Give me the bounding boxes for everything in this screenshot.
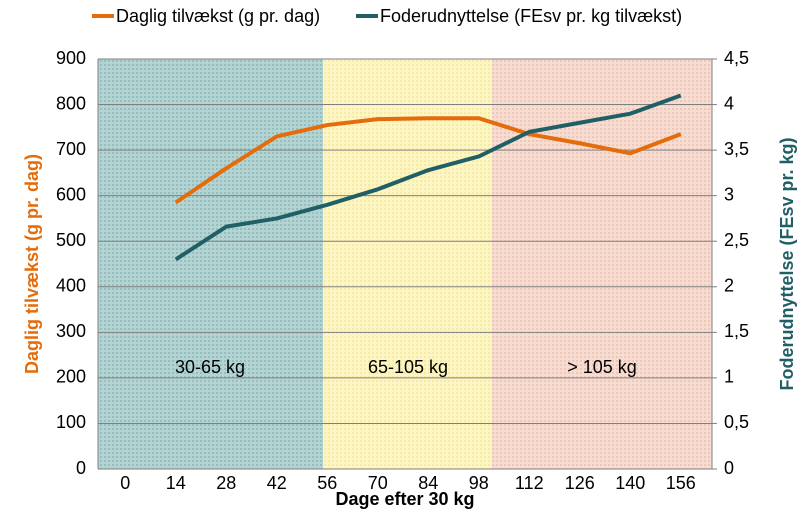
y-tick-label: 800 [56, 93, 86, 113]
y-tick-label: 400 [56, 276, 86, 296]
x-tick-label: 156 [666, 473, 696, 493]
y2-tick-label: 0 [724, 458, 734, 478]
y2-tick-label: 1,5 [724, 321, 749, 341]
x-tick-label: 70 [368, 473, 388, 493]
x-tick-label: 140 [615, 473, 645, 493]
x-tick-label: 28 [216, 473, 236, 493]
y2-tick-label: 1 [724, 367, 734, 387]
region [492, 59, 712, 469]
x-tick-label: 126 [565, 473, 595, 493]
region-label: 30-65 kg [175, 357, 245, 377]
y-axis-label: Daglig tilvækst (g pr. dag) [22, 154, 42, 374]
x-tick-label: 0 [120, 473, 130, 493]
series-line [174, 116, 682, 205]
y-tick-label: 600 [56, 184, 86, 204]
region [98, 59, 323, 469]
x-tick-label: 98 [469, 473, 489, 493]
y-tick-label: 100 [56, 412, 86, 432]
legend-label: Daglig tilvækst (g pr. dag) [116, 6, 320, 26]
x-tick-label: 84 [418, 473, 438, 493]
y-tick-label: 900 [56, 48, 86, 68]
x-axis-label: Dage efter 30 kg [335, 489, 474, 509]
x-tick-label: 14 [166, 473, 186, 493]
region [323, 59, 492, 469]
x-tick-label: 112 [515, 473, 544, 493]
y2-tick-label: 4,5 [724, 48, 749, 68]
region-label: 65-105 kg [368, 357, 448, 377]
y2-tick-label: 4 [724, 93, 734, 113]
y2-tick-label: 3 [724, 184, 734, 204]
y2-tick-label: 2 [724, 276, 734, 296]
region-label: > 105 kg [567, 357, 637, 377]
y-tick-label: 200 [56, 367, 86, 387]
y2-tick-label: 0,5 [724, 412, 749, 432]
y2-tick-label: 2,5 [724, 230, 749, 250]
y-tick-label: 700 [56, 139, 86, 159]
series-line [174, 93, 682, 262]
x-tick-label: 42 [267, 473, 287, 493]
y-tick-label: 500 [56, 230, 86, 250]
y2-tick-label: 3,5 [724, 139, 749, 159]
y-tick-label: 0 [76, 458, 86, 478]
legend-label: Foderudnyttelse (FEsv pr. kg tilvækst) [380, 6, 682, 26]
y-tick-label: 300 [56, 321, 86, 341]
y2-axis-label: Foderudnyttelse (FEsv pr. kg) [777, 137, 797, 390]
x-tick-label: 56 [317, 473, 337, 493]
